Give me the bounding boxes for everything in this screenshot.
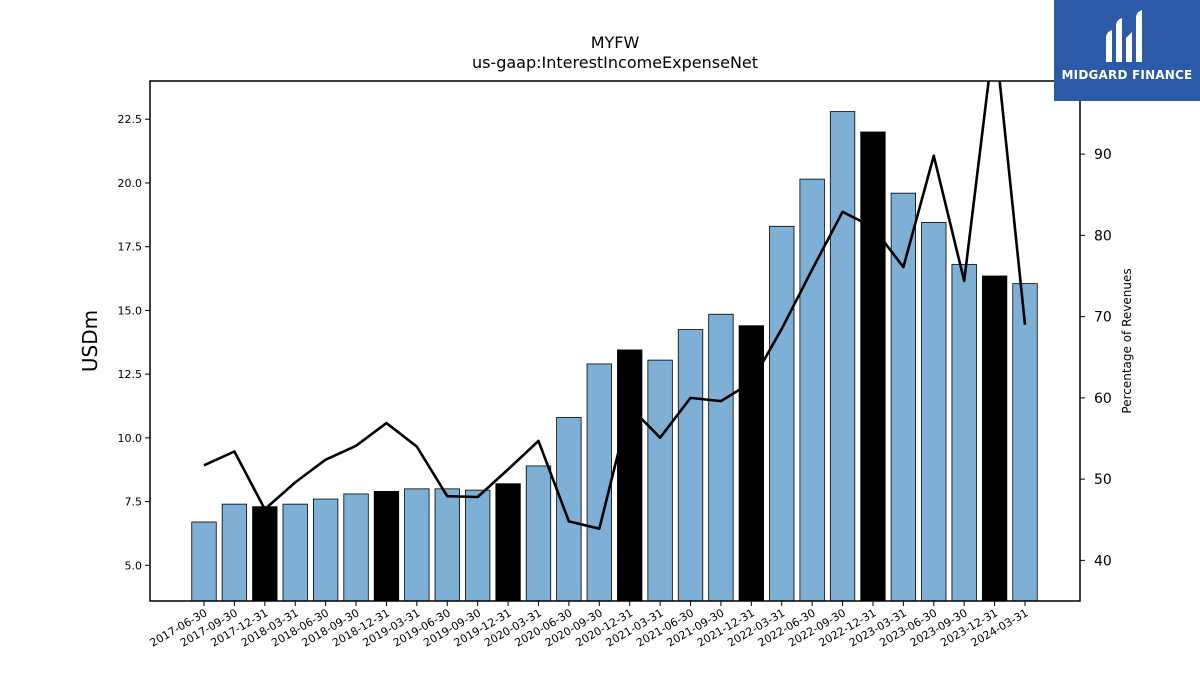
bar <box>525 465 552 602</box>
bar <box>647 359 673 602</box>
bar-q4 <box>860 131 886 602</box>
bar <box>465 489 491 602</box>
y2-axis-label: Percentage of Revenues <box>1120 268 1134 413</box>
bar-q4 <box>617 349 643 602</box>
bar <box>890 192 917 602</box>
bar <box>556 417 582 602</box>
bar-q4 <box>981 275 1008 602</box>
bar <box>708 313 734 602</box>
bar <box>921 222 947 602</box>
y2-tick-label: 90 <box>1094 147 1112 163</box>
bar <box>221 503 248 602</box>
bar <box>282 503 308 602</box>
bar-q4 <box>738 325 764 602</box>
logo-mark-icon <box>1106 10 1142 62</box>
bar <box>434 488 460 602</box>
y-tick-label: 7.5 <box>125 496 143 509</box>
plot-frame <box>149 80 1081 602</box>
bar-q4 <box>373 490 400 602</box>
company-logo: MIDGARD FINANCE <box>1054 0 1200 101</box>
bar <box>799 178 825 602</box>
y2-tick-label: 70 <box>1094 310 1112 326</box>
bar-q4 <box>495 483 521 602</box>
chart-title: MYFW <box>591 33 640 52</box>
bar <box>343 493 369 602</box>
y2-tick-label: 50 <box>1094 472 1112 488</box>
bar-q4 <box>252 506 278 602</box>
bar <box>191 521 217 602</box>
y-tick-label: 22.5 <box>118 113 143 126</box>
y-axis-label: USDm <box>78 310 102 372</box>
y2-tick-label: 60 <box>1094 391 1112 407</box>
bar-group <box>191 111 1038 602</box>
y2-tick-label: 40 <box>1094 553 1112 569</box>
percentage-line <box>203 81 1027 530</box>
logo-text: MIDGARD FINANCE <box>1061 68 1193 82</box>
y-tick-label: 5.0 <box>125 559 143 572</box>
y-tick-label: 15.0 <box>118 304 143 317</box>
y-tick-label: 12.5 <box>118 368 143 381</box>
line-layer <box>203 81 1027 530</box>
bar <box>769 225 795 602</box>
bar <box>677 329 704 602</box>
bar <box>829 111 856 602</box>
y-tick-label: 10.0 <box>118 432 143 445</box>
bar <box>586 363 612 602</box>
bar <box>404 488 430 602</box>
chart-subtitle: us-gaap:InterestIncomeExpenseNet <box>472 53 758 72</box>
bar <box>951 264 977 602</box>
y2-tick-label: 80 <box>1094 228 1112 244</box>
bar <box>312 498 339 602</box>
y-tick-label: 17.5 <box>118 241 143 254</box>
bar <box>1012 283 1038 602</box>
y-tick-label: 20.0 <box>118 177 143 190</box>
